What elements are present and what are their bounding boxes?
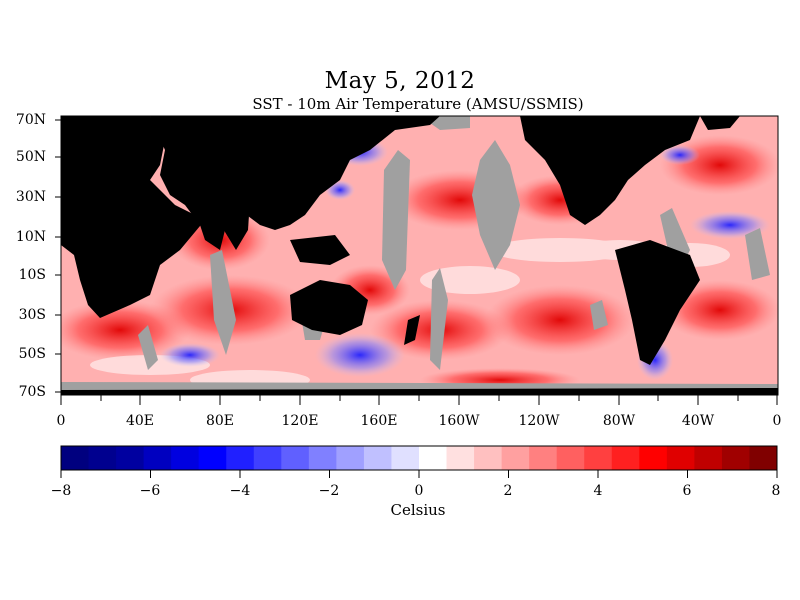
lon-ticks bbox=[60, 395, 778, 405]
lat-label-50n: 50N bbox=[15, 149, 46, 165]
colorbar-swatch bbox=[446, 446, 475, 470]
north-america-land bbox=[520, 116, 700, 225]
colorbar-swatch bbox=[666, 446, 695, 470]
australia-land bbox=[290, 280, 368, 335]
lat-label-70n: 70N bbox=[15, 112, 46, 128]
colorbar bbox=[61, 446, 778, 470]
lon-label-40e: 40E bbox=[125, 413, 155, 429]
lon-label-120w: 120W bbox=[518, 413, 560, 429]
africa-land bbox=[61, 116, 205, 318]
lon-label-160w: 160W bbox=[438, 413, 480, 429]
colorbar-swatch bbox=[88, 446, 117, 470]
colorbar-label-m6: −6 bbox=[139, 483, 161, 499]
colorbar-swatch bbox=[61, 446, 90, 470]
colorbar-swatch bbox=[198, 446, 227, 470]
lon-label-80e: 80E bbox=[205, 413, 235, 429]
colorbar-swatch bbox=[556, 446, 585, 470]
map-subtitle: SST - 10m Air Temperature (AMSU/SSMIS) bbox=[252, 95, 584, 113]
colorbar-swatch bbox=[336, 446, 365, 470]
colorbar-swatch bbox=[749, 446, 778, 470]
lon-label-80w: 80W bbox=[602, 413, 636, 429]
antarctica-land bbox=[61, 388, 778, 395]
lon-label-40w: 40W bbox=[681, 413, 715, 429]
lat-label-50s: 50S bbox=[18, 346, 46, 362]
lon-label-160e: 160E bbox=[360, 413, 398, 429]
colorbar-swatch bbox=[116, 446, 145, 470]
colorbar-ticks bbox=[60, 470, 778, 478]
india-land bbox=[215, 200, 250, 250]
colorbar-swatch bbox=[308, 446, 337, 470]
colorbar-swatch bbox=[391, 446, 420, 470]
lat-label-10s: 10S bbox=[18, 267, 46, 283]
south-america-land bbox=[615, 240, 700, 365]
colorbar-swatch bbox=[419, 446, 448, 470]
lat-label-30s: 30S bbox=[18, 307, 46, 323]
colorbar-swatch bbox=[501, 446, 530, 470]
newzealand-land bbox=[404, 315, 420, 345]
lat-ticks bbox=[55, 119, 61, 393]
colorbar-swatch bbox=[226, 446, 255, 470]
lon-label-120e: 120E bbox=[281, 413, 319, 429]
colorbar-swatch bbox=[143, 446, 172, 470]
lon-label-0-east: 0 bbox=[772, 413, 782, 429]
colorbar-swatch bbox=[171, 446, 200, 470]
colorbar-label-2: 2 bbox=[503, 483, 513, 499]
colorbar-units-label: Celsius bbox=[390, 501, 446, 519]
colorbar-swatch bbox=[694, 446, 723, 470]
indonesia-land bbox=[290, 235, 350, 265]
colorbar-swatch bbox=[611, 446, 640, 470]
colorbar-label-m2: −2 bbox=[318, 483, 340, 499]
colorbar-swatch bbox=[584, 446, 613, 470]
colorbar-label-6: 6 bbox=[682, 483, 692, 499]
lat-label-30n: 30N bbox=[15, 189, 46, 205]
land-masses bbox=[61, 116, 778, 395]
lat-label-70s: 70S bbox=[18, 384, 46, 400]
colorbar-swatch bbox=[529, 446, 558, 470]
colorbar-swatch bbox=[721, 446, 750, 470]
lon-label-0: 0 bbox=[56, 413, 66, 429]
map-area bbox=[61, 116, 778, 395]
colorbar-label-0: 0 bbox=[414, 483, 424, 499]
colorbar-swatch bbox=[639, 446, 668, 470]
colorbar-label-m8: −8 bbox=[50, 483, 72, 499]
lat-label-10n: 10N bbox=[15, 229, 46, 245]
colorbar-label-4: 4 bbox=[593, 483, 603, 499]
colorbar-swatch bbox=[253, 446, 282, 470]
map-title: May 5, 2012 bbox=[324, 68, 476, 94]
colorbar-swatch bbox=[474, 446, 503, 470]
colorbar-label-m4: −4 bbox=[229, 483, 251, 499]
colorbar-swatch bbox=[281, 446, 310, 470]
greenland-land bbox=[700, 116, 740, 130]
colorbar-label-8: 8 bbox=[771, 483, 781, 499]
colorbar-swatch bbox=[363, 446, 392, 470]
